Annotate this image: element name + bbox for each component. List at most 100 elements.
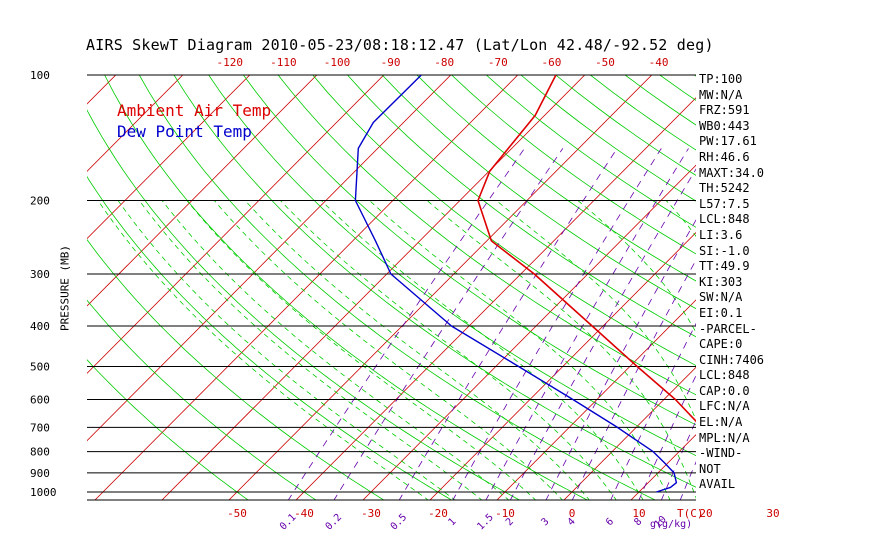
param-cap: CAP:0.0	[699, 383, 750, 398]
param-parcel-header: -PARCEL-	[699, 321, 757, 336]
isotherm-line	[87, 75, 184, 172]
bottom-temp-tick-label: 20	[699, 507, 712, 520]
mixing-ratio-line	[779, 148, 870, 500]
pressure-tick-label: 800	[30, 446, 50, 459]
moist-adiabat-line	[426, 200, 696, 499]
moist-adiabat-line	[858, 201, 868, 501]
dry-adiabat-line	[520, 75, 696, 202]
temp-unit-label: T(C)	[677, 507, 704, 520]
top-temp-tick-label: -120	[217, 56, 244, 69]
moist-adiabat-line	[138, 200, 483, 500]
legend-dew-point-temp: Dew Point Temp	[117, 122, 252, 141]
isotherm-line	[87, 75, 251, 240]
param-cape: CAPE:0	[699, 337, 743, 352]
bottom-temp-tick-label: -10	[495, 507, 515, 520]
dry-adiabat-line	[451, 75, 696, 255]
pressure-tick-label: 500	[30, 360, 50, 373]
param-parcel-lcl: LCL:848	[699, 368, 750, 383]
mixing-ratio-tick-label: 3	[540, 516, 552, 528]
isotherm-line	[764, 66, 870, 501]
param-wind-not: NOT	[699, 461, 721, 476]
param-si: SI:-1.0	[699, 243, 750, 258]
pressure-tick-label: 100	[30, 69, 50, 82]
isotherm-line	[87, 75, 385, 374]
mixing-ratio-line	[812, 148, 870, 500]
isotherm-line	[228, 75, 653, 500]
param-tp: TP:100	[699, 72, 743, 86]
y-axis-label: PRESSURE (MB)	[58, 244, 72, 332]
top-temp-tick-label: -50	[595, 56, 615, 69]
isotherm-line	[563, 366, 696, 500]
dry-adiabat-line	[312, 75, 696, 366]
param-mw: MW:N/A	[699, 87, 743, 102]
isotherm-line	[496, 299, 696, 500]
pressure-tick-label: 600	[30, 393, 50, 406]
param-li: LI:3.6	[699, 227, 743, 242]
pressure-tick-label: 700	[30, 421, 50, 434]
dry-adiabat-line	[277, 75, 696, 396]
moist-adiabat-line	[161, 200, 510, 500]
bottom-temp-tick-label: 0	[569, 507, 576, 520]
pressure-tick-label: 900	[30, 467, 50, 480]
bottom-temp-tick-label: -50	[227, 507, 247, 520]
moist-adiabat-line	[369, 200, 671, 500]
moist-adiabat-line	[117, 200, 456, 500]
bottom-temp-tick-label: 10	[632, 507, 645, 520]
isotherm-line	[831, 66, 870, 501]
moist-adiabat-line	[814, 201, 831, 501]
isotherm-line	[87, 75, 452, 442]
param-l57: L57:7.5	[699, 196, 750, 211]
isotherm-line	[0, 66, 58, 501]
mixing-ratio-tick-label: 1	[446, 516, 458, 528]
moist-adiabat-line	[186, 200, 537, 500]
bottom-temp-tick-label: -40	[294, 507, 314, 520]
ambient-air-temp-line	[477, 75, 696, 423]
param-lfc: LFC:N/A	[699, 399, 750, 414]
mixing-ratio-unit-label: g(g/kg)	[650, 519, 692, 530]
moist-adiabat-line	[496, 200, 696, 421]
top-temp-tick-label: -100	[324, 56, 351, 69]
pressure-tick-label: 400	[30, 320, 50, 333]
bottom-temp-tick-label: -20	[428, 507, 448, 520]
pressure-tick-label: 300	[30, 268, 50, 281]
param-sw: SW:N/A	[699, 290, 743, 305]
param-mpl: MPL:N/A	[699, 430, 750, 445]
chart-title: AIRS SkewT Diagram 2010-05-23/08:18:12.4…	[86, 36, 714, 54]
bottom-temp-tick-label: 30	[766, 507, 779, 520]
mixing-ratio-tick-label: 1.5	[475, 512, 496, 533]
pressure-tick-label: 200	[30, 195, 50, 208]
mixing-ratio-line	[287, 148, 525, 500]
mixing-ratio-tick-label: 6	[604, 516, 616, 528]
top-temp-tick-label: -80	[434, 56, 454, 69]
param-pw: PW:17.61	[699, 134, 757, 149]
param-lcl: LCL:848	[699, 212, 750, 227]
top-temp-tick-label: -110	[270, 56, 297, 69]
dry-adiabat-line	[242, 75, 696, 426]
top-temp-tick-label: -40	[649, 56, 669, 69]
param-rh: RH:46.6	[699, 149, 750, 164]
top-temp-tick-label: -70	[488, 56, 508, 69]
legend-ambient-air-temp: Ambient Air Temp	[117, 101, 272, 120]
param-maxt: MAXT:34.0	[699, 165, 765, 180]
param-el: EL:N/A	[699, 415, 743, 430]
mixing-ratio-tick-label: 0.2	[324, 512, 345, 533]
param-cinh: CINH:7406	[699, 352, 765, 367]
mixing-ratio-tick-label: 0.5	[389, 512, 410, 533]
isotherm-line	[429, 232, 696, 500]
param-wind-header: -WIND-	[699, 446, 743, 461]
dry-adiabat-line	[208, 75, 696, 457]
dry-adiabat-line	[769, 56, 870, 503]
mixing-ratio-line	[485, 148, 689, 500]
isotherm-line	[295, 97, 696, 500]
pressure-tick-label: 1000	[30, 486, 57, 499]
mixing-ratio-line	[398, 148, 618, 500]
top-temp-tick-label: -60	[541, 56, 561, 69]
moist-adiabat-line	[97, 200, 429, 500]
moist-adiabat-line	[213, 200, 563, 500]
moist-adiabat-line	[577, 200, 696, 334]
isotherm-line	[87, 75, 318, 307]
moist-adiabat-line	[321, 200, 644, 500]
param-wind-avail: AVAIL	[699, 477, 736, 492]
param-ei: EI:0.1	[699, 305, 743, 320]
param-tt: TT:49.9	[699, 259, 750, 274]
